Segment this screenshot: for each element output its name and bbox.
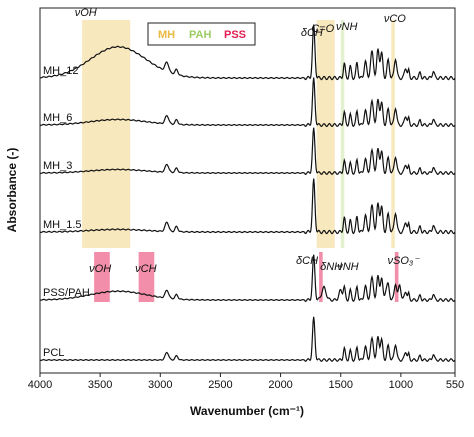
series-label-pcl: PCL [43,347,64,359]
spectrum-mh-12 [39,24,456,81]
annotation-1: δCH [301,27,323,39]
x-axis-title: Wavenumber (cm⁻¹) [190,404,304,418]
annotation-4: νCO [384,13,406,25]
annotation-8: δNH [320,261,342,273]
series-labels: MH_12 MH_6 MH_3 MH_1.5 PSS/PAH PCL [43,65,90,359]
band-pss-7 [394,252,399,302]
series-label-pss-pah: PSS/PAH [43,287,90,299]
series-label-mh-3: MH_3 [43,160,72,172]
legend-entry-pah: PAH [189,29,211,41]
annotation-6: νCH [135,263,156,275]
x-tick-label-2000: 2000 [268,379,292,391]
spectrum-pss-pah [39,254,456,302]
annotation-7: δCH [296,255,318,267]
x-tick-label-550: 550 [446,379,464,391]
plot-frame [39,7,456,374]
spectrum-mh-6 [39,77,456,128]
annotation-10: νSO₃⁻ [387,255,420,267]
x-tick-label-3500: 3500 [88,379,112,391]
band-pss-6 [319,252,323,302]
x-tick-label-1000: 1000 [389,379,413,391]
annotation-2: C=O [311,23,334,35]
band-mh-1 [316,20,335,248]
band-pss-4 [94,252,110,302]
spectra [39,24,456,362]
series-label-mh-1-5: MH_1.5 [43,219,82,231]
x-axis-ticks: 4000 3500 3000 2500 2000 1500 1000 550 [28,373,464,391]
highlight-bands [82,20,399,302]
y-axis-title: Absorbance (-) [5,148,19,233]
band-mh-3 [391,20,395,248]
band-mh-0 [82,20,131,248]
x-tick-label-1500: 1500 [328,379,352,391]
x-tick-label-2500: 2500 [208,379,232,391]
legend-entry-pss: PSS [224,29,246,41]
band-pss-5 [138,252,155,302]
series-label-mh-12: MH_12 [43,65,78,77]
x-tick-label-4000: 4000 [28,379,52,391]
spectrum-mh-1-5 [39,178,456,235]
spectrum-pcl [39,316,456,362]
x-tick-label-3000: 3000 [148,379,172,391]
band-pah-2 [340,20,345,248]
annotation-0: νOH [75,7,97,19]
annotation-3: νNH [336,21,357,33]
annotation-9: νNH [337,261,358,273]
legend-box [147,22,256,46]
legend-entry-mh: MH [158,29,175,41]
annotation-5: νOH [89,263,111,275]
spectrum-mh-3 [39,127,456,175]
series-label-mh-6: MH_6 [43,112,72,124]
legend: MH PAH PSS [147,22,256,46]
